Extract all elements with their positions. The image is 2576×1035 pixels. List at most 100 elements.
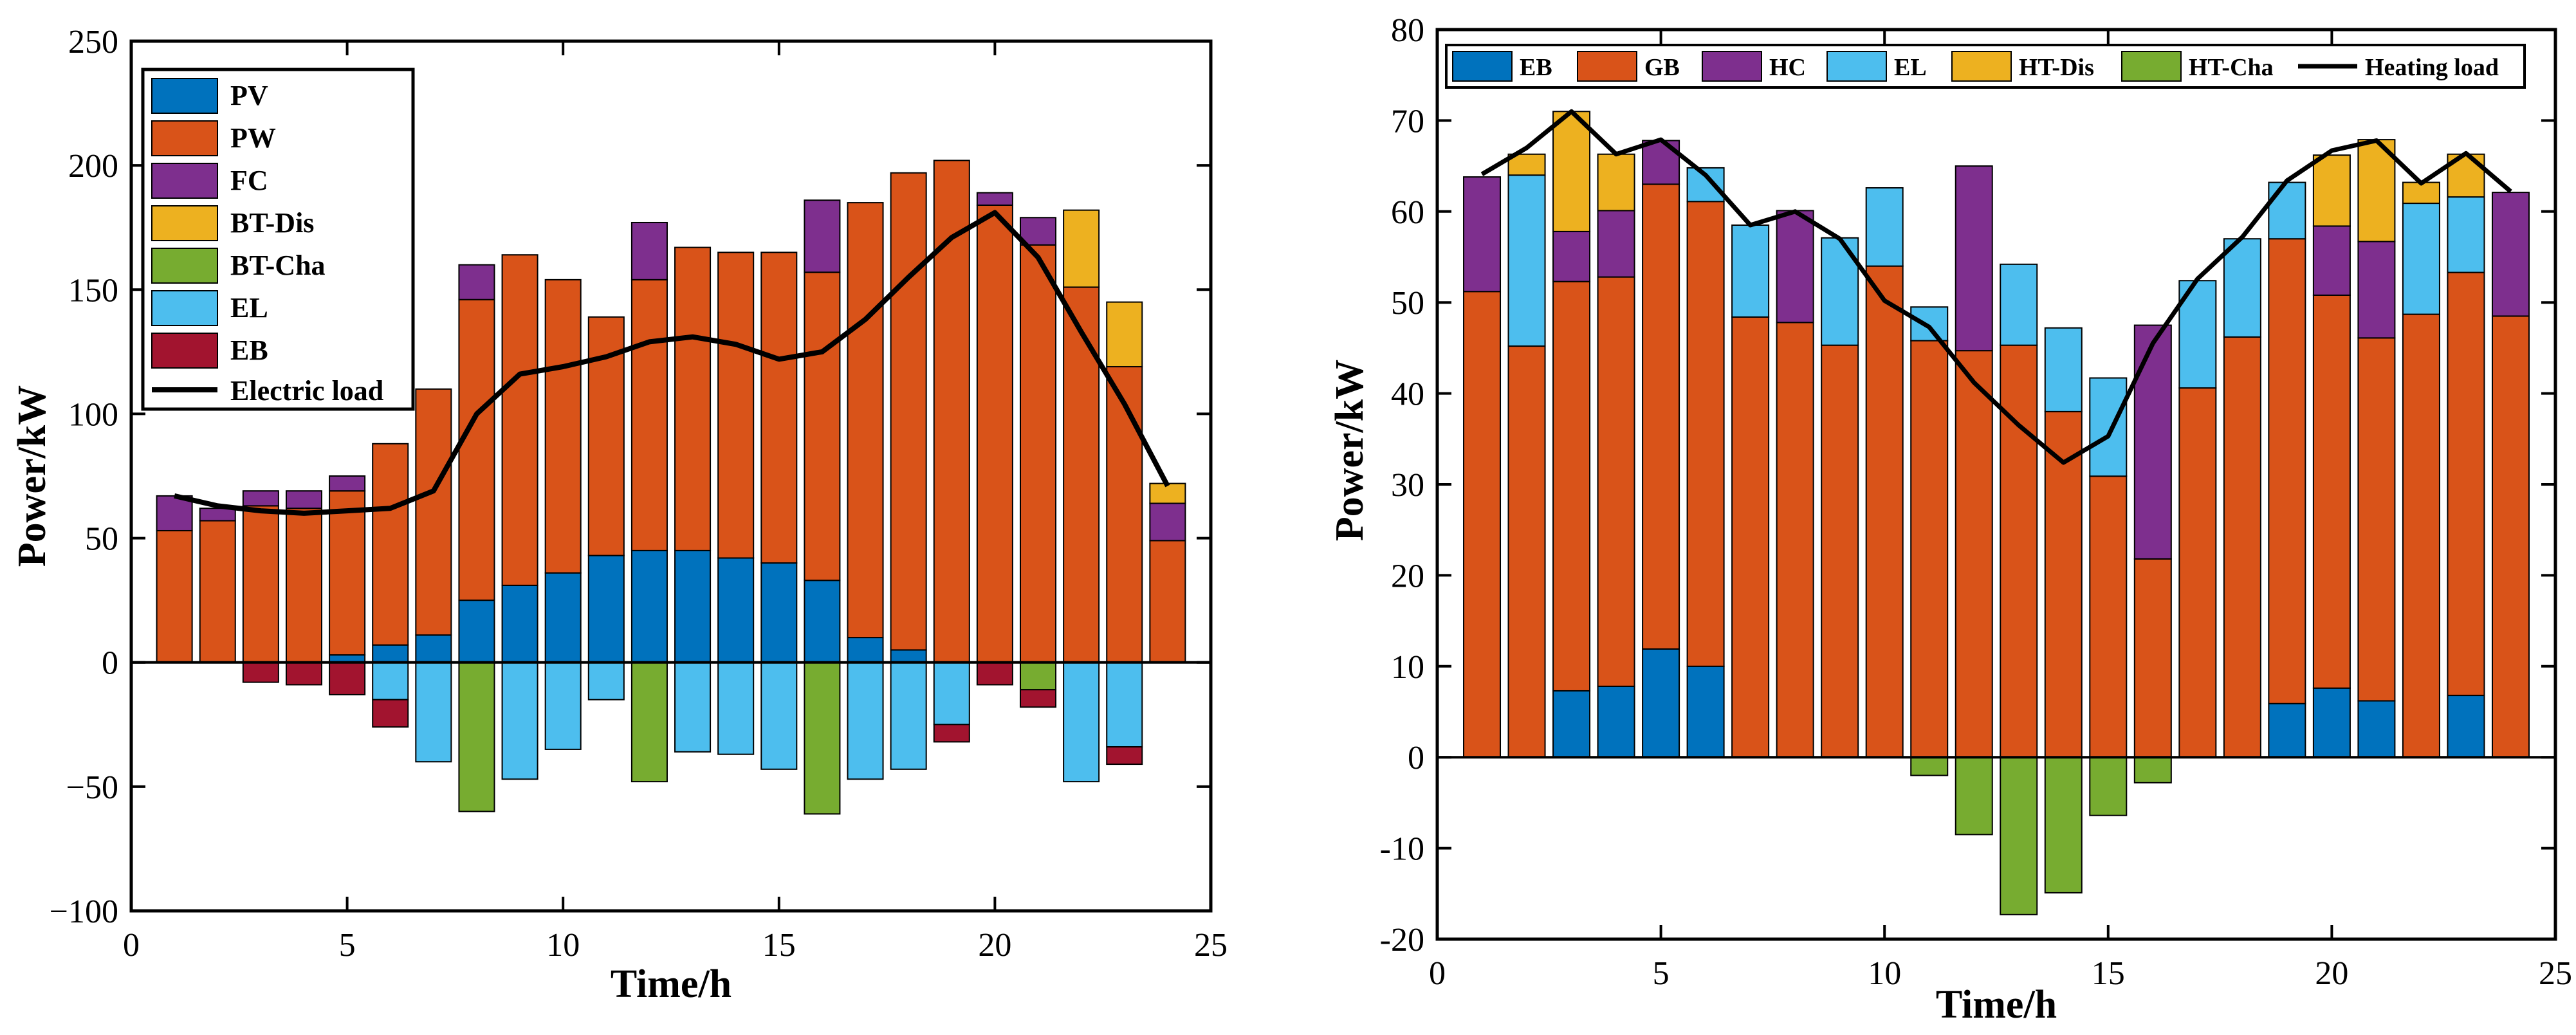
electric-ytick-label: 100 <box>68 396 118 433</box>
bar-heating-gb-h3 <box>1552 280 1591 692</box>
bar-heating-el-h18 <box>2223 238 2261 338</box>
heating-ytick-label: 40 <box>1391 376 1424 413</box>
bar-electric-eb-h19 <box>933 724 970 743</box>
electric-load-line <box>174 210 1170 516</box>
electric-ytick-label: −50 <box>66 769 118 806</box>
electric-xtick-label: 20 <box>978 927 1011 964</box>
bar-electric-pv-h15 <box>760 562 798 663</box>
bar-electric-pw-h2 <box>199 520 236 663</box>
bar-electric-el-h13 <box>674 661 712 753</box>
bar-electric-pw-h13 <box>674 246 712 551</box>
bar-electric-pv-h10 <box>544 572 582 663</box>
bar-heating-gb-h17 <box>2178 387 2217 758</box>
heating-xtick-label: 5 <box>1653 955 1670 992</box>
bar-electric-el-h15 <box>760 661 798 770</box>
bar-electric-pw-h20 <box>976 204 1013 663</box>
bar-electric-bt-cha-h12 <box>630 661 668 783</box>
bar-heating-ht-cha-h13 <box>2000 756 2038 915</box>
legend-swatch-el-heat <box>1826 51 1887 82</box>
heating-ytick-label: 10 <box>1391 649 1424 686</box>
bar-electric-pv-h6 <box>372 644 409 663</box>
bar-electric-bt-dis-h22 <box>1063 209 1100 288</box>
bar-electric-fc-h2 <box>199 508 236 522</box>
bar-electric-eb-h4 <box>285 661 322 686</box>
electric-xtick-label: 15 <box>762 927 796 964</box>
bar-heating-ht-dis-h22 <box>2402 181 2440 205</box>
legend-label-bt-dis: BT-Dis <box>230 207 314 239</box>
legend-label-gb: GB <box>1644 54 1680 81</box>
bar-heating-hc-h12 <box>1955 165 1993 352</box>
heating-ytick-label: 0 <box>1408 740 1424 776</box>
bar-electric-fc-h24 <box>1149 502 1186 542</box>
bar-heating-gb-h5 <box>1642 183 1680 650</box>
bar-electric-el-h9 <box>501 661 538 780</box>
bar-heating-eb-h23 <box>2447 695 2485 758</box>
electric-xtick-label: 10 <box>546 927 580 964</box>
bar-heating-hc-h1 <box>1463 176 1502 293</box>
bar-electric-pw-h15 <box>760 252 798 564</box>
bar-heating-ht-cha-h16 <box>2133 756 2172 783</box>
left-plot-frame <box>129 39 1213 913</box>
bar-electric-el-h19 <box>933 661 970 726</box>
legend-item-pv: PV <box>151 78 268 114</box>
bar-heating-eb-h19 <box>2268 702 2306 758</box>
bar-heating-gb-h2 <box>1507 345 1546 758</box>
bar-electric-fc-h1 <box>156 495 193 531</box>
bar-electric-pw-h19 <box>933 160 970 663</box>
legend-label-el-heat: EL <box>1894 54 1927 81</box>
bar-heating-ht-cha-h11 <box>1910 756 1949 776</box>
bar-electric-pv-h16 <box>804 580 841 663</box>
legend-label-ht-cha: HT-Cha <box>2189 54 2274 81</box>
bar-electric-pw-h23 <box>1106 366 1143 663</box>
bar-electric-pw-h5 <box>329 490 366 656</box>
bar-heating-el-h14 <box>2044 327 2083 412</box>
bar-heating-gb-h12 <box>1955 350 1993 758</box>
bar-electric-el-h17 <box>847 661 884 780</box>
bar-electric-eb-h6 <box>372 699 409 728</box>
bar-heating-gb-h7 <box>1731 316 1770 758</box>
bar-heating-hc-h16 <box>2133 324 2172 560</box>
legend-item-el: EL <box>151 290 268 326</box>
bar-electric-el-h7 <box>415 661 452 763</box>
bar-electric-pv-h12 <box>630 549 668 663</box>
bar-electric-pv-h8 <box>458 600 495 663</box>
heating-xtick-label: 25 <box>2539 955 2572 992</box>
bar-heating-gb-h23 <box>2447 271 2485 697</box>
bar-heating-gb-h21 <box>2357 337 2396 702</box>
legend-swatch-pw <box>151 120 218 156</box>
bar-heating-gb-h9 <box>1821 344 1859 758</box>
bar-electric-bt-dis-h24 <box>1149 482 1186 504</box>
bar-electric-fc-h3 <box>242 490 279 507</box>
heating-ytick-label: 30 <box>1391 467 1424 504</box>
bar-electric-el-h6 <box>372 661 409 701</box>
bar-electric-bt-dis-h23 <box>1106 301 1143 368</box>
bar-heating-ht-dis-h4 <box>1597 153 1635 212</box>
bar-heating-gb-h11 <box>1910 340 1949 758</box>
bar-electric-el-h18 <box>890 661 927 770</box>
legend-label-electric-load: Electric load <box>230 375 383 407</box>
bar-electric-pv-h11 <box>587 554 625 663</box>
bar-heating-hc-h8 <box>1776 210 1814 324</box>
bar-electric-el-h22 <box>1063 661 1100 783</box>
bar-heating-ht-cha-h15 <box>2089 756 2128 816</box>
bar-heating-ht-dis-h21 <box>2357 139 2396 243</box>
bar-heating-eb-h20 <box>2312 687 2351 758</box>
bar-electric-pw-h17 <box>847 202 884 639</box>
legend-label-bt-cha: BT-Cha <box>230 250 326 281</box>
bar-heating-eb-h3 <box>1552 690 1591 758</box>
legend-swatch-hc <box>1702 51 1762 82</box>
bar-heating-ht-cha-h12 <box>1955 756 1993 836</box>
electric-ytick-label: 50 <box>85 521 118 558</box>
bar-electric-pw-h4 <box>285 508 322 663</box>
bar-electric-bt-cha-h8 <box>458 661 495 812</box>
right-xlabel: Time/h <box>1936 983 2057 1027</box>
bar-heating-hc-h20 <box>2312 225 2351 296</box>
bar-electric-pv-h7 <box>415 634 452 663</box>
bar-electric-pv-h14 <box>717 557 755 663</box>
bar-electric-pw-h8 <box>458 298 495 601</box>
bar-electric-pv-h13 <box>674 549 712 663</box>
bar-electric-fc-h21 <box>1020 217 1057 246</box>
bar-electric-pw-h6 <box>372 443 409 646</box>
legend-item-heating-load: Heating load <box>2298 54 2499 81</box>
